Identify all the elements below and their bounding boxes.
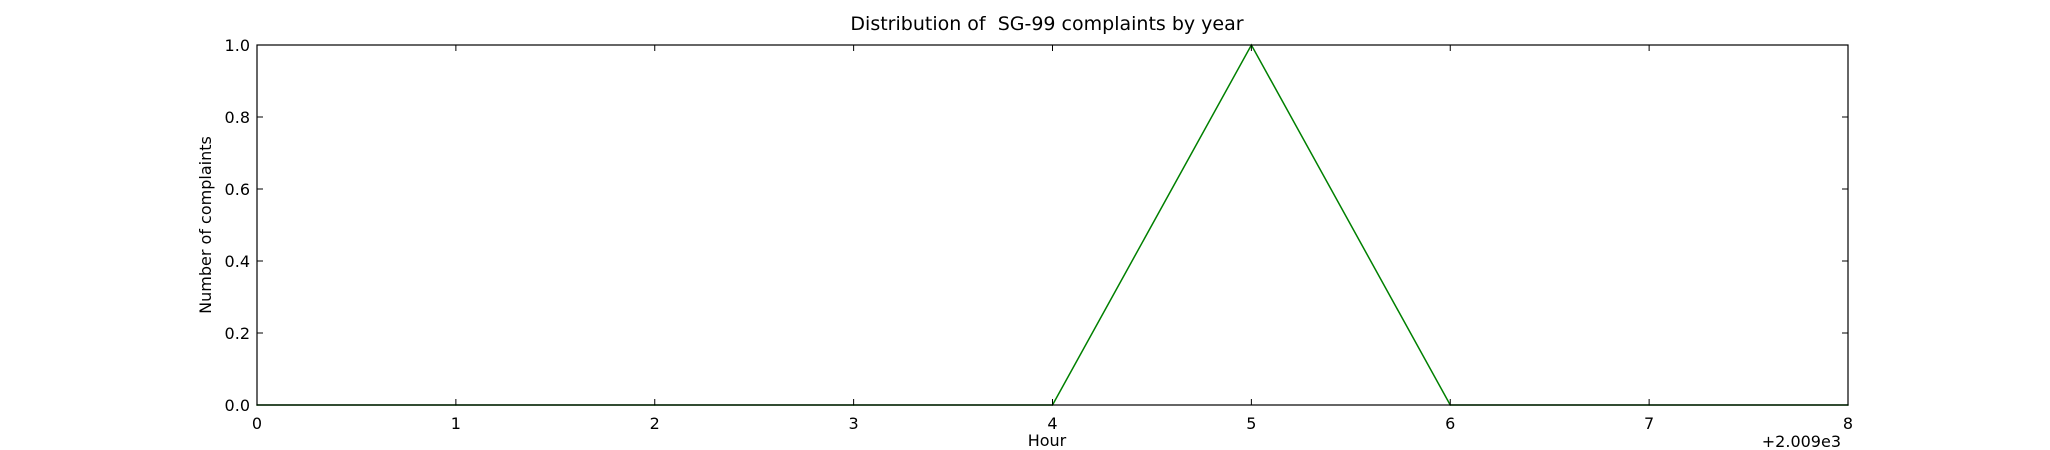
x-tick-label: 3 (849, 414, 859, 433)
x-tick-label: 6 (1445, 414, 1455, 433)
y-axis-label: Number of complaints (196, 136, 215, 314)
x-tick-label: 8 (1843, 414, 1853, 433)
chart-title: Distribution of SG-99 complaints by year (850, 13, 1243, 35)
x-tick-label: 7 (1644, 414, 1654, 433)
x-axis-label: Hour (1028, 431, 1067, 450)
plot-area (256, 43, 1849, 406)
x-tick-label: 4 (1047, 414, 1057, 433)
x-tick-label: 0 (252, 414, 262, 433)
x-tick-label: 1 (451, 414, 461, 433)
y-tick-labels: 0.0 0.2 0.4 0.6 0.8 1.0 (225, 36, 250, 415)
y-tick-label: 0.8 (225, 108, 250, 127)
x-tick-label: 2 (650, 414, 660, 433)
x-offset-label: +2.009e3 (1762, 432, 1841, 450)
y-tick-label: 1.0 (225, 36, 250, 55)
y-tick-label: 0.6 (225, 180, 250, 199)
x-tick-label: 5 (1246, 414, 1256, 433)
y-tick-label: 0.2 (225, 324, 250, 343)
y-tick-label: 0.0 (225, 396, 250, 415)
y-tick-label: 0.4 (225, 252, 250, 271)
plot-frame (256, 44, 1849, 406)
x-tick-labels: 0 1 2 3 4 5 6 7 8 (252, 414, 1853, 433)
